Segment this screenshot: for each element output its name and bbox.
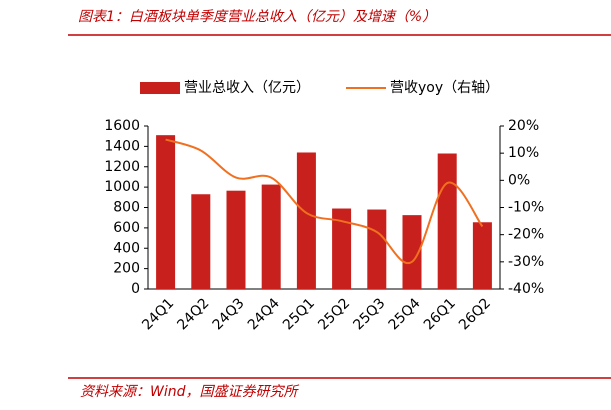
x-tick-label: 24Q4 <box>245 295 283 333</box>
y-tick-label: 1000 <box>104 179 140 195</box>
bar <box>296 152 316 289</box>
y-tick-label: 1400 <box>104 138 140 154</box>
bar <box>437 153 457 289</box>
line <box>165 138 484 265</box>
x-tick-label: 26Q1 <box>421 295 459 333</box>
bar <box>367 209 387 289</box>
bar <box>191 194 211 289</box>
bar <box>332 208 352 289</box>
x-tick-label: 25Q1 <box>280 295 318 333</box>
y2-tick-label: -10% <box>508 200 544 216</box>
bar <box>472 222 492 289</box>
x-tick-label: 25Q2 <box>315 295 353 333</box>
y-tick-label: 800 <box>113 200 140 216</box>
y-tick-label: 200 <box>113 261 140 277</box>
y2-tick-label: -40% <box>508 281 544 297</box>
x-tick-label: 25Q4 <box>386 295 424 333</box>
x-tick-label: 24Q1 <box>139 295 177 333</box>
y-tick-label: 0 <box>131 281 140 297</box>
bar <box>156 135 176 289</box>
y2-tick-label: 10% <box>508 145 539 161</box>
x-tick-label: 24Q3 <box>210 295 248 333</box>
legend-label: 营收yoy（右轴） <box>390 80 499 96</box>
footer-source: 资料来源：Wind，国盛证券研究所 <box>80 384 299 400</box>
y-tick-label: 400 <box>113 240 140 256</box>
y2-tick-label: -20% <box>508 227 544 243</box>
y-tick-label: 1200 <box>104 159 140 175</box>
header-title: 图表1：白酒板块单季度营业总收入（亿元）及增速（%） <box>78 9 436 25</box>
x-tick-label: 26Q2 <box>456 295 494 333</box>
y-tick-label: 600 <box>113 220 140 236</box>
bar <box>226 190 246 289</box>
bar <box>261 184 281 289</box>
y-tick-label: 1600 <box>104 118 140 134</box>
legend-swatch <box>140 82 180 94</box>
bar <box>402 215 422 289</box>
y2-tick-label: 20% <box>508 118 539 134</box>
x-tick-label: 24Q2 <box>174 295 212 333</box>
y2-tick-label: 0% <box>508 172 530 188</box>
y2-tick-label: -30% <box>508 254 544 270</box>
legend-label: 营业总收入（亿元） <box>184 80 310 96</box>
x-tick-label: 25Q3 <box>350 295 388 333</box>
